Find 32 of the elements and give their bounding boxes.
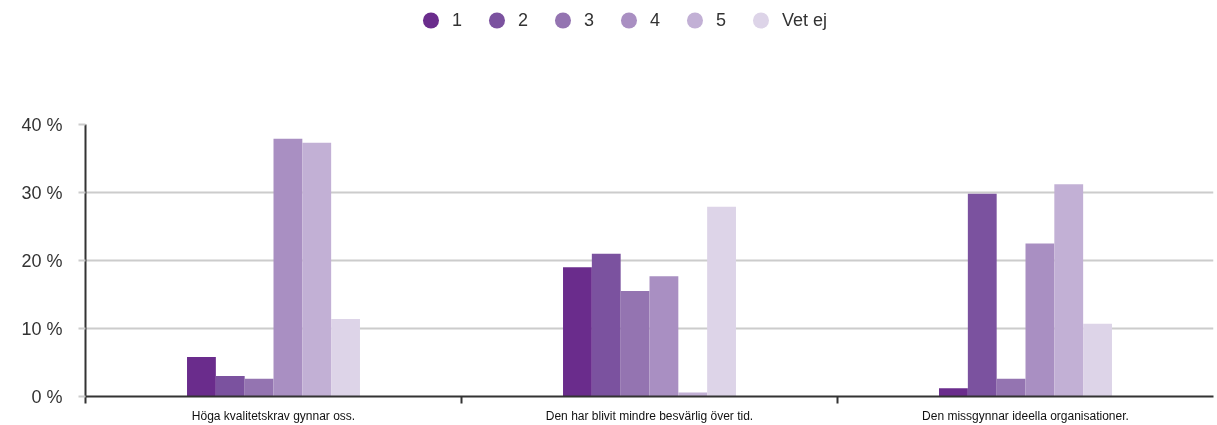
legend-label: Vet ej xyxy=(781,9,828,31)
bar xyxy=(939,388,968,397)
legend-label: 5 xyxy=(715,9,727,31)
bar xyxy=(563,267,592,397)
bar xyxy=(273,138,303,397)
bar xyxy=(620,291,650,397)
legend-label: 3 xyxy=(583,9,595,31)
bar xyxy=(678,392,708,397)
bar xyxy=(244,378,274,397)
x-tick-label: Höga kvalitetskrav gynnar oss. xyxy=(191,408,356,423)
bar xyxy=(707,206,736,397)
y-tick-label: 20 % xyxy=(21,250,63,271)
legend-label: 2 xyxy=(517,9,529,31)
y-tick-label: 10 % xyxy=(21,318,63,339)
bar xyxy=(1025,243,1055,397)
bar xyxy=(1083,323,1112,397)
bar xyxy=(215,376,245,397)
bar xyxy=(967,193,997,397)
x-tick-label: Den missgynnar ideella organisationer. xyxy=(922,408,1129,423)
legend-label: 4 xyxy=(649,9,661,31)
bar xyxy=(1054,184,1084,397)
bar xyxy=(649,276,679,397)
x-tick-label: Den har blivit mindre besvärlig över tid. xyxy=(545,408,754,423)
y-tick-label: 0 % xyxy=(31,386,63,407)
bar xyxy=(187,357,216,397)
y-tick-label: 40 % xyxy=(21,114,63,135)
y-tick-label: 30 % xyxy=(21,182,63,203)
bar xyxy=(591,253,621,397)
legend-label: 1 xyxy=(451,9,463,31)
bar xyxy=(302,142,332,397)
bar xyxy=(331,318,360,397)
bar xyxy=(996,378,1026,397)
